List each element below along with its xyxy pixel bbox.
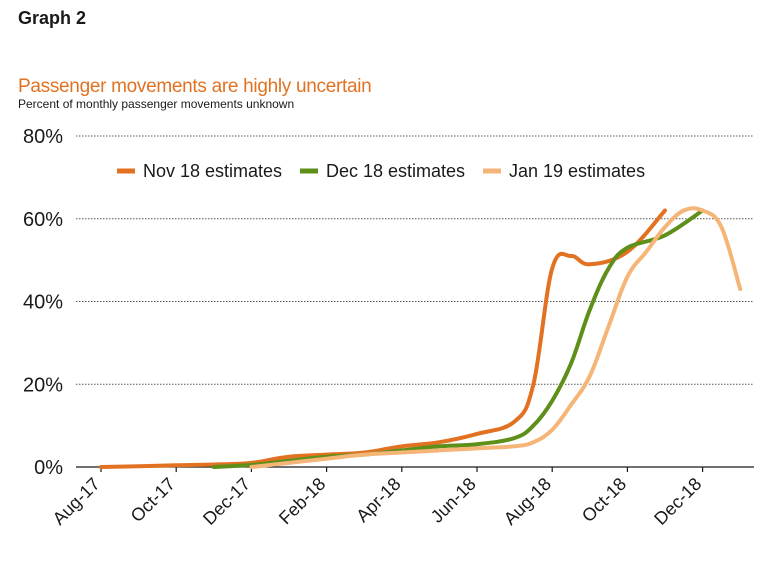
chart-subtitle: Percent of monthly passenger movements u… — [18, 97, 295, 111]
legend-label: Jan 19 estimates — [509, 161, 645, 181]
chart-title: Passenger movements are highly uncertain — [18, 76, 372, 97]
series-line-dec — [211, 208, 705, 469]
grid-lines — [76, 135, 754, 385]
y-tick-label: 80% — [23, 126, 63, 148]
y-tick-label: 40% — [23, 292, 63, 314]
x-tick-label: Jun-18 — [427, 474, 480, 527]
x-tick-label: Oct-17 — [127, 474, 179, 526]
x-axis: Aug-17 Oct-17 Dec-17 Feb-18 Apr-18 Jun-18 Aug-… — [49, 466, 754, 529]
y-tick-label: 60% — [23, 209, 63, 231]
legend-label: Nov 18 estimates — [143, 161, 282, 181]
legend-label: Dec 18 estimates — [326, 161, 465, 181]
x-tick-label: Dec-17 — [199, 474, 254, 529]
x-tick-label: Dec-18 — [650, 474, 705, 529]
series-line-jan — [249, 206, 743, 469]
x-tick-label: Feb-18 — [275, 474, 329, 528]
x-tick-label: Apr-18 — [352, 474, 404, 526]
y-tick-label: 20% — [23, 374, 63, 396]
x-tick-label: Oct-18 — [578, 474, 630, 526]
x-tick-label: Aug-17 — [49, 474, 104, 529]
series-line-nov — [99, 208, 667, 469]
y-axis-ticks: 0% 20% 40% 60% 80% — [23, 126, 63, 479]
graph-number-label: Graph 2 — [18, 8, 87, 28]
series-lines — [99, 206, 743, 469]
y-tick-label: 0% — [34, 457, 63, 479]
x-tick-label: Aug-18 — [500, 474, 555, 529]
legend: Nov 18 estimates Dec 18 estimates Jan 19 e… — [117, 161, 645, 181]
